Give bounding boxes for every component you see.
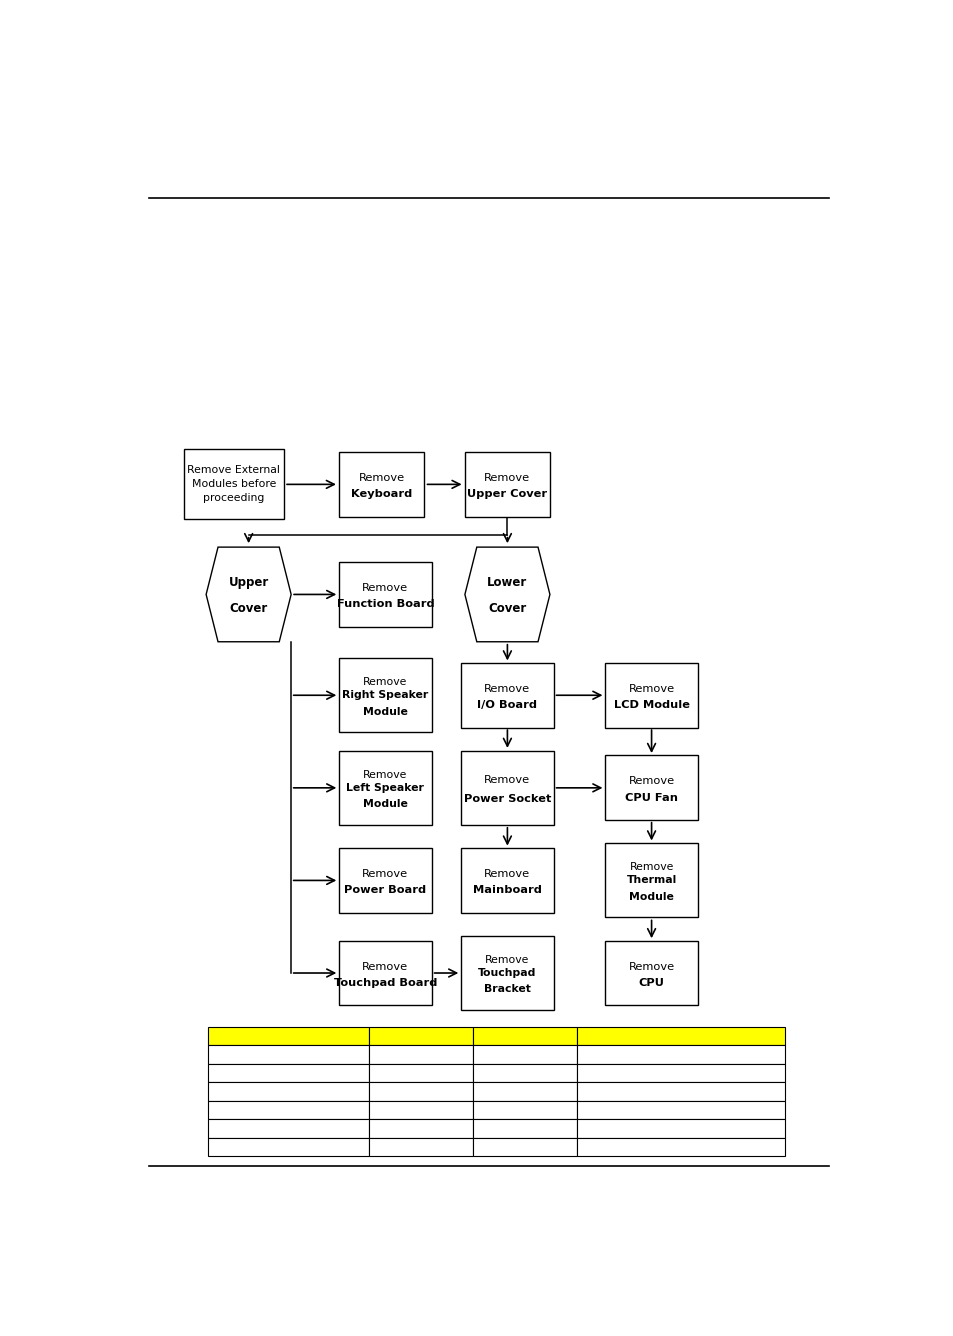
FancyBboxPatch shape	[208, 1063, 369, 1082]
FancyBboxPatch shape	[208, 1026, 369, 1045]
Text: Remove: Remove	[484, 775, 530, 786]
Text: Lower: Lower	[487, 576, 527, 589]
Text: Remove: Remove	[484, 684, 530, 693]
Text: I/O Board: I/O Board	[476, 700, 537, 709]
Text: CPU Fan: CPU Fan	[624, 792, 678, 803]
Text: CPU: CPU	[638, 978, 664, 987]
FancyBboxPatch shape	[473, 1120, 577, 1137]
FancyBboxPatch shape	[473, 1138, 577, 1156]
Text: Module: Module	[362, 799, 408, 810]
FancyBboxPatch shape	[577, 1120, 783, 1137]
Text: Remove: Remove	[628, 776, 674, 787]
FancyBboxPatch shape	[605, 663, 697, 728]
FancyBboxPatch shape	[339, 562, 431, 627]
Text: Function Board: Function Board	[336, 599, 434, 609]
FancyBboxPatch shape	[339, 659, 431, 732]
FancyBboxPatch shape	[460, 937, 553, 1010]
FancyBboxPatch shape	[208, 1082, 369, 1101]
Text: Right Speaker: Right Speaker	[342, 691, 428, 700]
Polygon shape	[206, 548, 291, 641]
FancyBboxPatch shape	[577, 1138, 783, 1156]
FancyBboxPatch shape	[369, 1120, 473, 1137]
Polygon shape	[464, 548, 549, 641]
Text: Remove: Remove	[362, 582, 408, 593]
Text: Power Board: Power Board	[344, 886, 426, 895]
Text: Remove: Remove	[628, 962, 674, 971]
FancyBboxPatch shape	[369, 1026, 473, 1045]
FancyBboxPatch shape	[473, 1082, 577, 1101]
Text: Remove: Remove	[363, 770, 407, 779]
FancyBboxPatch shape	[473, 1026, 577, 1045]
FancyBboxPatch shape	[184, 449, 283, 520]
FancyBboxPatch shape	[339, 452, 424, 517]
Text: Module: Module	[362, 707, 408, 716]
FancyBboxPatch shape	[473, 1101, 577, 1120]
FancyBboxPatch shape	[473, 1045, 577, 1063]
FancyBboxPatch shape	[577, 1101, 783, 1120]
FancyBboxPatch shape	[208, 1101, 369, 1120]
Text: Module: Module	[628, 891, 674, 902]
FancyBboxPatch shape	[577, 1045, 783, 1063]
Text: Remove: Remove	[363, 677, 407, 687]
FancyBboxPatch shape	[605, 941, 697, 1006]
Text: Remove: Remove	[484, 868, 530, 879]
Text: Upper: Upper	[229, 576, 269, 589]
FancyBboxPatch shape	[369, 1138, 473, 1156]
Text: Mainboard: Mainboard	[473, 886, 541, 895]
FancyBboxPatch shape	[577, 1082, 783, 1101]
Text: Remove: Remove	[362, 868, 408, 879]
FancyBboxPatch shape	[369, 1045, 473, 1063]
FancyBboxPatch shape	[339, 848, 431, 912]
FancyBboxPatch shape	[460, 751, 553, 824]
FancyBboxPatch shape	[369, 1082, 473, 1101]
FancyBboxPatch shape	[605, 755, 697, 820]
Text: Bracket: Bracket	[483, 985, 530, 994]
Text: Remove External
Modules before
proceeding: Remove External Modules before proceedin…	[187, 465, 280, 504]
Text: Touchpad: Touchpad	[477, 969, 536, 978]
Text: Upper Cover: Upper Cover	[467, 489, 547, 500]
Text: Cover: Cover	[488, 603, 526, 615]
FancyBboxPatch shape	[577, 1063, 783, 1082]
Text: Remove: Remove	[628, 684, 674, 693]
Text: Remove: Remove	[629, 862, 673, 872]
FancyBboxPatch shape	[460, 663, 553, 728]
FancyBboxPatch shape	[208, 1138, 369, 1156]
Text: Remove: Remove	[484, 473, 530, 482]
FancyBboxPatch shape	[208, 1120, 369, 1137]
Text: Remove: Remove	[362, 962, 408, 971]
FancyBboxPatch shape	[339, 941, 431, 1006]
FancyBboxPatch shape	[208, 1045, 369, 1063]
Text: Remove: Remove	[485, 955, 529, 965]
FancyBboxPatch shape	[369, 1063, 473, 1082]
FancyBboxPatch shape	[605, 843, 697, 918]
Text: Power Socket: Power Socket	[463, 794, 551, 804]
Text: Keyboard: Keyboard	[351, 489, 412, 500]
Text: LCD Module: LCD Module	[613, 700, 689, 709]
Text: Remove: Remove	[358, 473, 404, 482]
FancyBboxPatch shape	[339, 751, 431, 824]
Text: Touchpad Board: Touchpad Board	[334, 978, 436, 987]
Text: Left Speaker: Left Speaker	[346, 783, 424, 792]
Text: Cover: Cover	[230, 603, 268, 615]
FancyBboxPatch shape	[460, 848, 553, 912]
FancyBboxPatch shape	[369, 1101, 473, 1120]
FancyBboxPatch shape	[577, 1026, 783, 1045]
Text: Thermal: Thermal	[626, 875, 676, 886]
FancyBboxPatch shape	[473, 1063, 577, 1082]
FancyBboxPatch shape	[464, 452, 549, 517]
